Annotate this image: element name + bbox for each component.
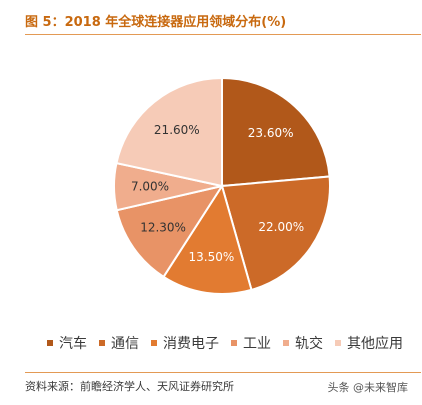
slice-label-0: 23.60% <box>248 126 294 140</box>
legend-label-0: 汽车 <box>59 336 87 352</box>
pie-slice-3 <box>115 184 225 279</box>
legend-swatch-1 <box>99 340 105 346</box>
legend-label-4: 轨交 <box>295 336 323 352</box>
legend-label-5: 其他应用 <box>347 336 403 352</box>
legend-swatch-4 <box>283 340 289 346</box>
pie-slice-2 <box>162 183 253 295</box>
slice-label-2: 13.50% <box>189 250 235 264</box>
slice-label-4: 7.00% <box>131 179 169 193</box>
slice-label-5: 21.60% <box>154 123 200 137</box>
pie-chart: 23.60% 22.00% 13.50% 12.30% 7.00% 21.60% <box>113 76 331 295</box>
title-divider <box>25 34 421 35</box>
legend-swatch-2 <box>151 340 157 346</box>
legend-swatch-0 <box>47 340 53 346</box>
watermark: 头条 @未来智库 <box>327 381 409 394</box>
source-divider <box>25 372 421 373</box>
pie-slice-5 <box>115 76 223 188</box>
chart-legend: 汽车 通信 消费电子 工业 轨交 其他应用 <box>47 331 415 355</box>
legend-label-1: 通信 <box>111 336 139 352</box>
legend-label-2: 消费电子 <box>163 336 219 352</box>
slice-label-3: 12.30% <box>140 220 186 234</box>
legend-item-4: 轨交 <box>283 333 323 353</box>
legend-swatch-3 <box>231 340 237 346</box>
legend-label-3: 工业 <box>243 336 271 352</box>
legend-item-3: 工业 <box>231 333 271 353</box>
chart-title: 图 5：2018 年全球连接器应用领域分布(%) <box>25 15 287 30</box>
legend-swatch-5 <box>335 340 341 346</box>
pie-slice-1 <box>220 175 331 292</box>
legend-item-0: 汽车 <box>47 333 87 353</box>
pie-slice-0 <box>221 76 331 188</box>
legend-item-5: 其他应用 <box>335 333 403 353</box>
source-note: 资料来源：前瞻经济学人、天风证券研究所 <box>25 380 234 393</box>
legend-item-2: 消费电子 <box>151 333 219 353</box>
slice-label-1: 22.00% <box>258 220 304 234</box>
legend-item-1: 通信 <box>99 333 139 353</box>
